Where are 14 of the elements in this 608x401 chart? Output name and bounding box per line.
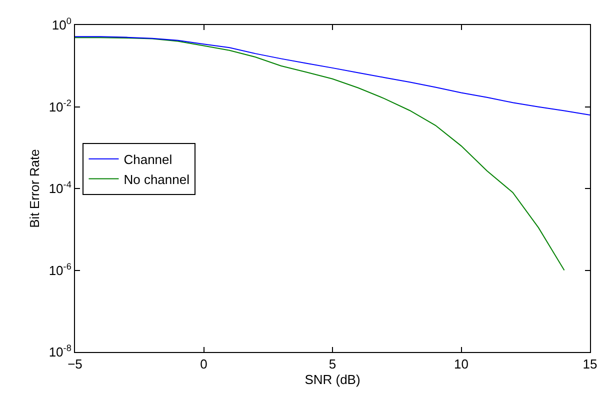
y-tick-label: 10$^{0}$: [52, 16, 72, 33]
x-tick-label: 10: [454, 356, 468, 372]
legend-label: No channel: [124, 172, 190, 187]
y-tick-label: 10$^{-6}$: [48, 261, 72, 278]
x-tick-label: 0: [200, 356, 208, 372]
y-tick-label: 10$^{-2}$: [48, 98, 72, 114]
line-series: [75, 36, 590, 116]
line-series: [75, 37, 565, 271]
y-tick-label: 10$^{-4}$: [48, 180, 72, 196]
y-axis-title: Bit Error Rate: [26, 149, 42, 228]
legend-label: Channel: [124, 152, 172, 167]
x-tick-label: 5: [328, 356, 336, 372]
x-axis-title: SNR (dB): [304, 372, 360, 388]
x-tick-label: 15: [582, 356, 598, 372]
